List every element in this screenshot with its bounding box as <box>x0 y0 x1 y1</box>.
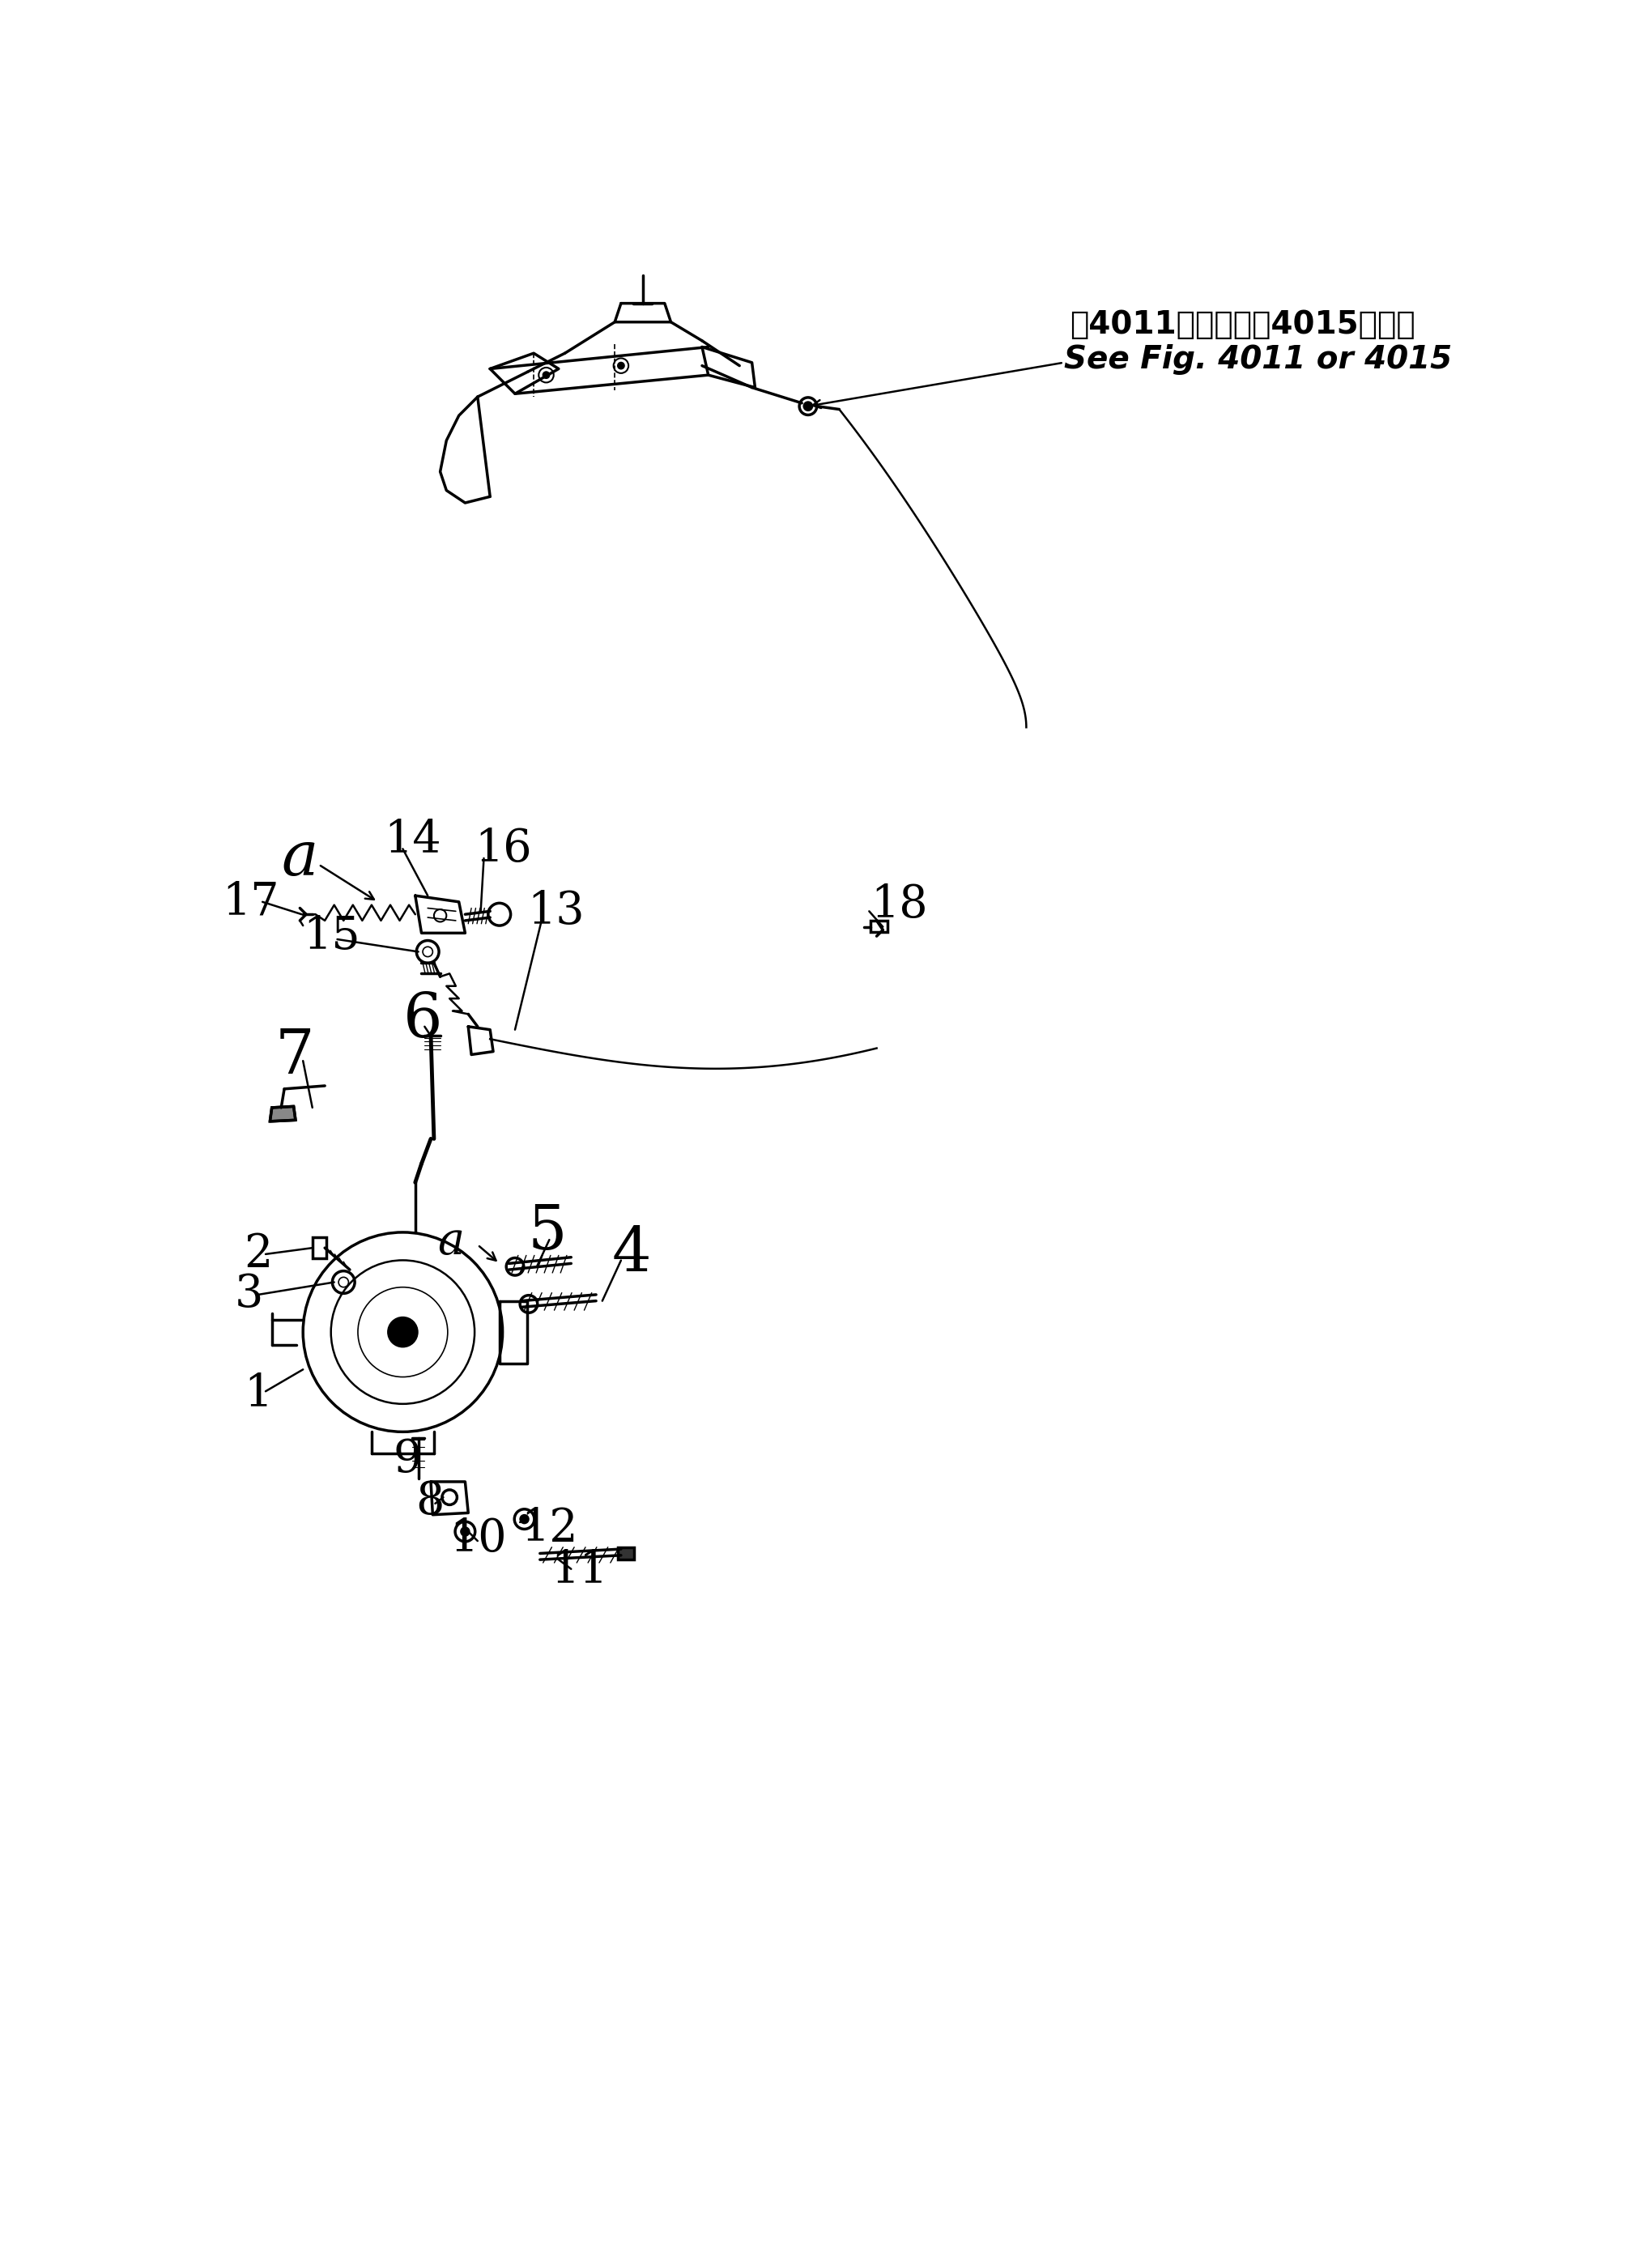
Circle shape <box>388 1318 417 1347</box>
Bar <box>871 921 887 932</box>
Text: 5: 5 <box>527 1202 567 1263</box>
Text: 18: 18 <box>871 882 928 928</box>
Text: 1: 1 <box>243 1372 273 1415</box>
Text: 第4011図または第4015図参照: 第4011図または第4015図参照 <box>1070 308 1416 340</box>
Text: 17: 17 <box>222 880 279 923</box>
Text: 6: 6 <box>403 991 442 1050</box>
Bar <box>618 1547 634 1560</box>
Text: 9: 9 <box>393 1438 422 1481</box>
Circle shape <box>519 1515 529 1524</box>
Text: See Fig. 4011 or 4015: See Fig. 4011 or 4015 <box>1063 345 1452 374</box>
Text: 3: 3 <box>235 1272 263 1318</box>
Circle shape <box>805 401 812 411</box>
Text: 8: 8 <box>416 1479 444 1524</box>
Text: 14: 14 <box>384 816 442 862</box>
Polygon shape <box>269 1107 296 1120</box>
Text: 12: 12 <box>521 1506 578 1551</box>
Circle shape <box>618 363 624 370</box>
Text: 2: 2 <box>243 1232 273 1277</box>
Text: 16: 16 <box>475 828 532 871</box>
Text: 11: 11 <box>550 1549 608 1592</box>
Circle shape <box>460 1526 470 1535</box>
Circle shape <box>544 372 549 379</box>
Text: 13: 13 <box>527 889 585 934</box>
Text: a: a <box>437 1220 463 1263</box>
Text: 15: 15 <box>302 914 360 959</box>
Text: 7: 7 <box>274 1027 314 1086</box>
Text: 10: 10 <box>450 1517 506 1560</box>
Text: a: a <box>281 828 319 889</box>
Bar <box>312 1238 325 1259</box>
Text: 4: 4 <box>611 1225 651 1284</box>
